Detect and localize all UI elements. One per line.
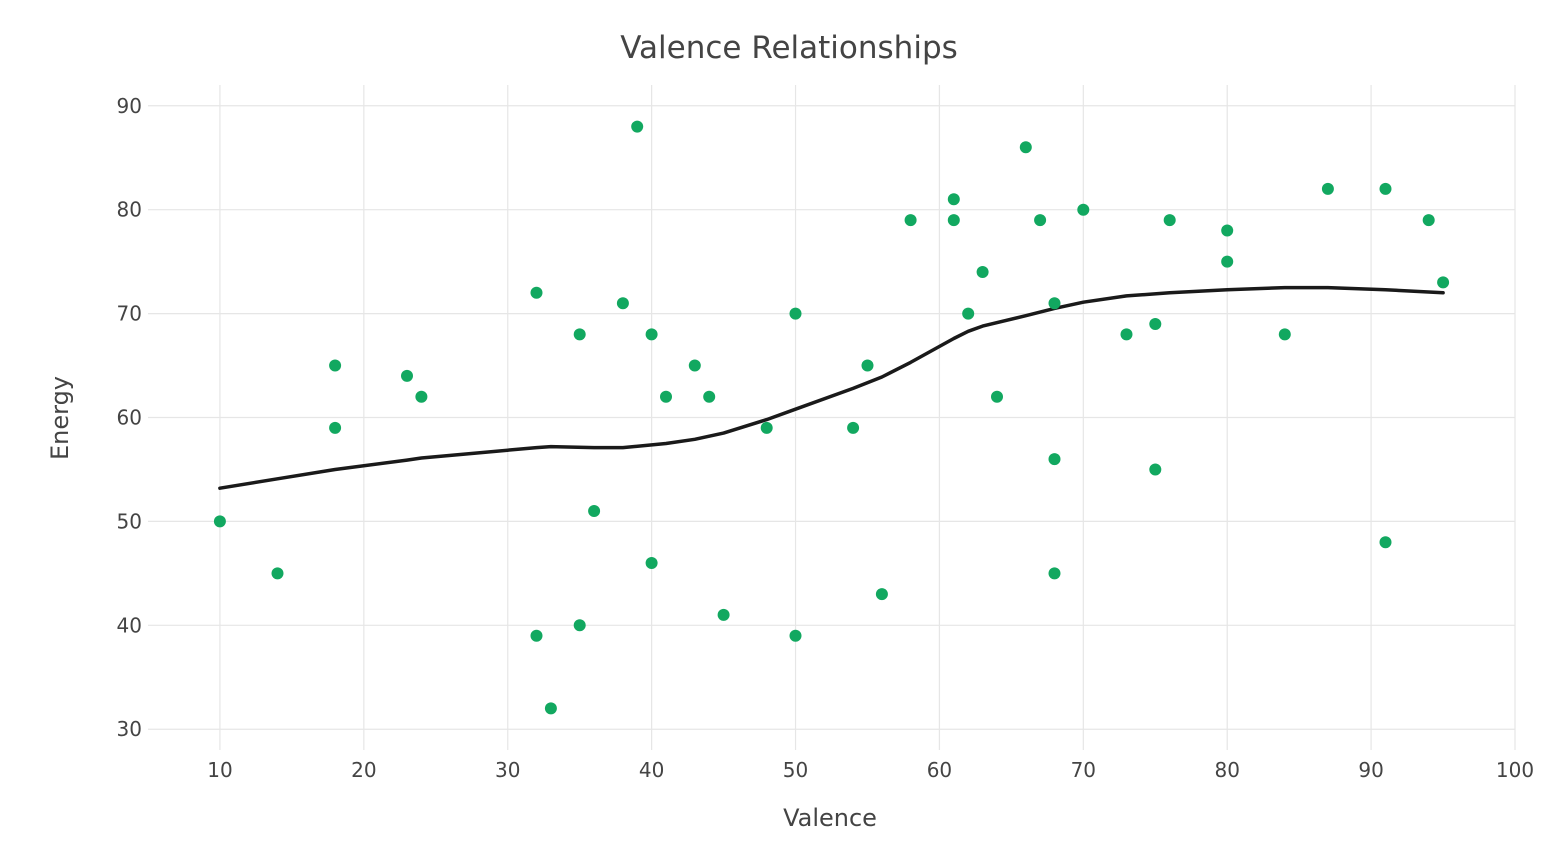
scatter-point: [1379, 536, 1392, 549]
scatter-point: [1221, 255, 1234, 268]
scatter-point: [660, 390, 672, 403]
trend-line: [218, 285, 1445, 490]
scatter-point: [1048, 297, 1061, 310]
scatter-point: [544, 702, 557, 715]
scatter-point: [1422, 214, 1435, 227]
x-tick-label: 90: [1358, 758, 1383, 782]
scatter-point: [688, 359, 701, 372]
scatter-point: [717, 608, 730, 621]
scatter-point: [1149, 318, 1162, 330]
scatter-point: [991, 390, 1003, 403]
scatter-point: [1120, 328, 1133, 341]
scatter-point: [415, 390, 428, 403]
scatter-point: [760, 421, 773, 434]
scatter-point: [588, 505, 601, 517]
scatter-point: [329, 421, 342, 434]
y-axis-title: Energy: [46, 376, 74, 460]
scatter-point: [329, 359, 342, 372]
scatter-point: [847, 421, 860, 434]
x-tick-label: 20: [351, 758, 376, 782]
trend-line-group: [218, 285, 1445, 490]
scatter-point: [631, 120, 644, 133]
scatter-point: [703, 390, 716, 403]
scatter-point: [530, 629, 543, 642]
scatter-point: [861, 359, 874, 372]
x-tick-label: 80: [1214, 758, 1239, 782]
scatter-point: [645, 557, 658, 569]
x-tick-label: 70: [1071, 758, 1096, 782]
y-tick-label: 30: [117, 717, 142, 741]
x-tick-label: 40: [639, 758, 664, 782]
data-points: [213, 120, 1450, 715]
scatter-point: [1379, 182, 1392, 195]
x-axis-ticks: 10 20 30 40 50 60 70 80 90 100: [207, 758, 1534, 782]
scatter-point: [271, 567, 284, 580]
y-tick-label: 60: [117, 406, 142, 430]
scatter-point: [789, 307, 802, 320]
x-tick-label: 10: [207, 758, 232, 782]
scatter-point: [962, 307, 975, 320]
scatter-point: [1321, 182, 1334, 195]
scatter-point: [904, 214, 917, 227]
x-tick-label: 60: [927, 758, 952, 782]
scatter-point: [1278, 328, 1291, 341]
y-tick-label: 50: [117, 509, 142, 533]
scatter-point: [573, 328, 586, 341]
scatter-point: [1149, 463, 1162, 476]
scatter-point: [976, 266, 989, 278]
scatter-point: [947, 214, 960, 227]
scatter-point: [1163, 214, 1176, 227]
scatter-point: [645, 328, 658, 341]
scatter-point: [947, 193, 960, 206]
y-tick-label: 70: [117, 302, 142, 326]
x-tick-label: 100: [1496, 758, 1534, 782]
scatter-point: [401, 369, 413, 382]
scatter-point: [1019, 141, 1032, 154]
scatter-point: [789, 629, 802, 642]
scatter-point: [1048, 453, 1061, 466]
scatter-point: [1437, 276, 1450, 289]
scatter-point: [616, 297, 629, 310]
scatter-point: [1221, 224, 1234, 237]
scatter-point: [213, 515, 226, 528]
grid-lines: [148, 85, 1516, 750]
chart-title: Valence Relationships: [620, 30, 958, 66]
scatter-point: [1048, 567, 1061, 580]
y-tick-label: 80: [117, 198, 142, 222]
scatter-point: [1077, 203, 1090, 216]
y-tick-label: 40: [117, 613, 142, 637]
scatter-point: [530, 286, 543, 299]
x-axis-title: Valence: [783, 804, 877, 832]
scatter-point: [875, 588, 888, 601]
scatter-point: [1034, 214, 1047, 227]
x-tick-label: 30: [495, 758, 520, 782]
y-axis-ticks: 30 40 50 60 70 80 90: [117, 94, 142, 741]
x-tick-label: 50: [783, 758, 808, 782]
y-tick-label: 90: [117, 94, 142, 118]
scatter-point: [573, 619, 586, 632]
